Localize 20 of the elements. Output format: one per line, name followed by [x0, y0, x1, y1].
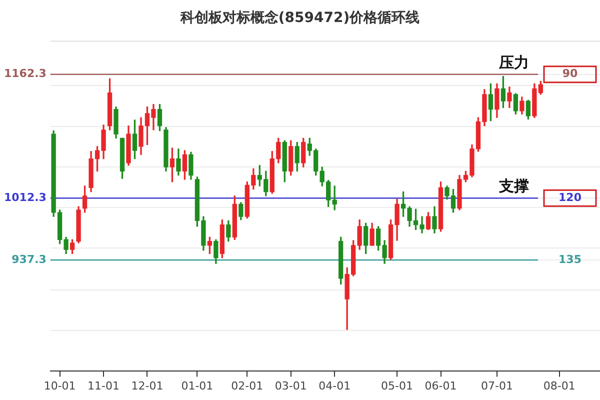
x-tick-label: 05-01	[381, 379, 414, 392]
x-tick-label: 01-01	[181, 379, 214, 392]
x-tick-label: 12-01	[131, 379, 164, 392]
y-tick-label: 937.3	[12, 252, 46, 266]
annotation: 支撑	[498, 177, 529, 196]
annotation: 135	[558, 252, 582, 266]
x-tick-label: 10-01	[44, 379, 76, 392]
annotation: 压力	[498, 53, 529, 72]
chart-title: 科创板对标概念(859472)价格循环线	[179, 10, 420, 26]
x-tick-label: 03-01	[274, 379, 307, 392]
x-tick-label: 08-01	[543, 379, 576, 392]
y-tick-label: 1162.3	[4, 67, 46, 80]
x-tick-label: 07-01	[480, 379, 513, 392]
x-tick-label: 11-01	[88, 379, 120, 392]
x-tick-label: 04-01	[318, 379, 351, 392]
x-tick-label: 02-01	[231, 379, 264, 392]
y-tick-label: 1012.3	[4, 190, 46, 204]
x-tick-label: 06-01	[424, 379, 457, 392]
annotation: 90	[562, 67, 578, 80]
annotation: 120	[558, 190, 582, 204]
